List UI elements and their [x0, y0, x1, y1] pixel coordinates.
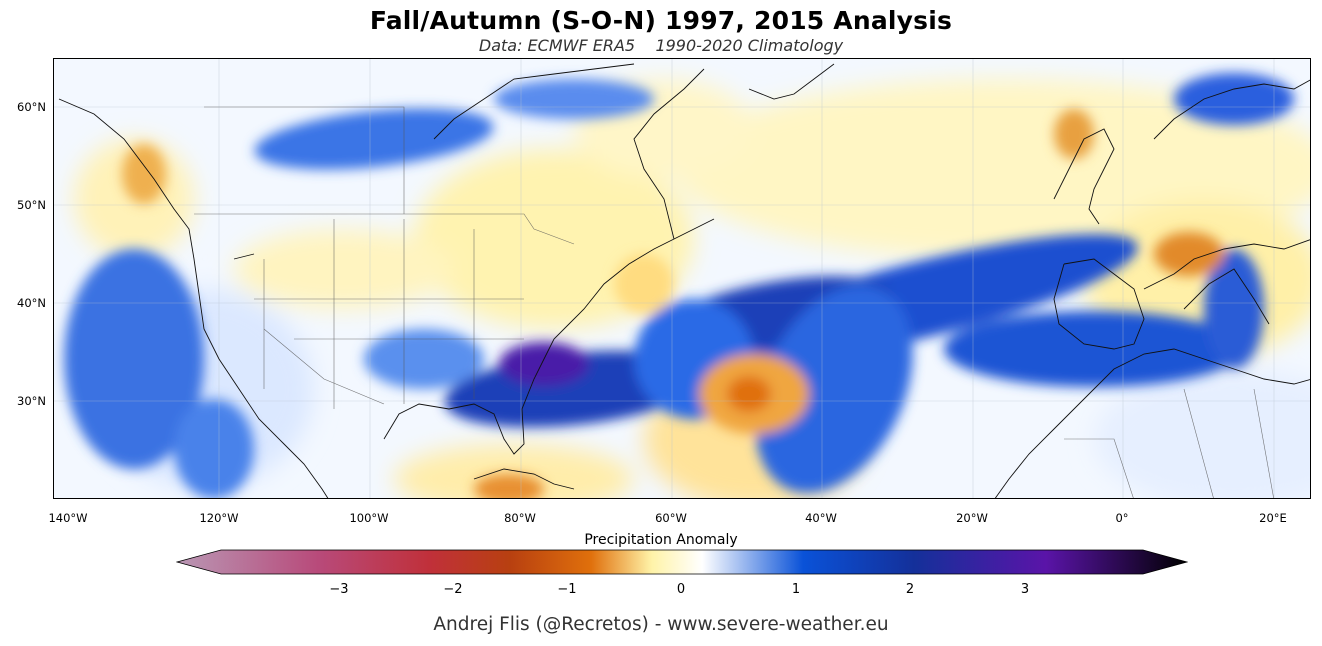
lat-label-60n: 60°N — [17, 100, 46, 114]
lon-label-60w: 60°W — [655, 511, 687, 525]
colorbar-tick-0: 0 — [676, 582, 686, 597]
lon-label-0: 0° — [1115, 511, 1129, 525]
lon-label-20e: 20°E — [1259, 511, 1287, 525]
lat-label-30n: 30°N — [17, 394, 46, 408]
lon-label-20w: 20°W — [956, 511, 988, 525]
lon-label-80w: 80°W — [504, 511, 536, 525]
colorbar-tick-1: 1 — [791, 582, 801, 597]
lat-label-50n: 50°N — [17, 198, 46, 212]
chart-subtitle: Data: ECMWF ERA5 1990-2020 Climatology — [478, 36, 844, 55]
lon-label-120w: 120°W — [199, 511, 239, 525]
colorbar-tick-2: 2 — [905, 582, 915, 597]
colorbar-tick-minus2: −2 — [443, 582, 463, 597]
coastlines — [58, 63, 1310, 498]
lon-label-40w: 40°W — [805, 511, 837, 525]
lon-label-100w: 100°W — [349, 511, 389, 525]
colorbar-tick-minus3: −3 — [329, 582, 349, 597]
lat-label-40n: 40°N — [17, 296, 46, 310]
colorbar — [176, 549, 1188, 575]
graticule — [54, 59, 1310, 498]
borders — [194, 106, 1274, 498]
colorbar-label: Precipitation Anomaly — [584, 532, 738, 548]
colorbar-tick-3: 3 — [1020, 582, 1030, 597]
chart-title: Fall/Autumn (S-O-N) 1997, 2015 Analysis — [369, 6, 953, 35]
author-credit: Andrej Flis (@Recretos) - www.severe-wea… — [433, 614, 889, 635]
colorbar-tick-minus1: −1 — [557, 582, 577, 597]
lon-label-140w: 140°W — [48, 511, 88, 525]
precipitation-anomaly-map — [53, 58, 1311, 499]
